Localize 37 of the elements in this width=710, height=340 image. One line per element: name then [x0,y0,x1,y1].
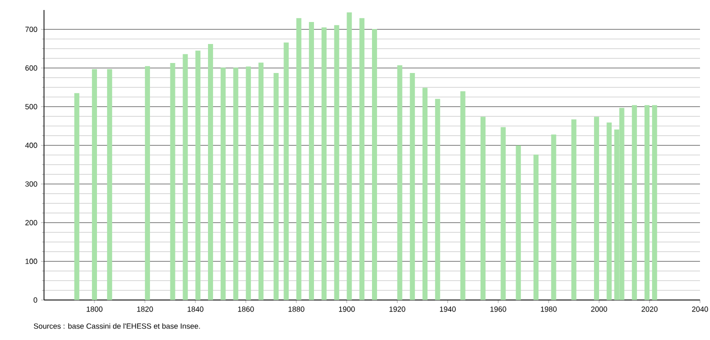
bar [397,65,402,300]
bar [422,88,428,300]
bar [372,28,378,300]
bar [334,25,340,300]
bar [284,42,289,300]
bar [308,22,314,300]
bar [594,116,600,300]
bar [533,154,539,300]
bar [551,134,556,300]
bar [208,44,214,300]
bar [274,73,279,300]
bar [322,27,327,300]
bar [182,54,188,300]
bar [516,145,521,300]
bar [107,69,112,300]
bar [480,116,486,300]
bar [410,73,415,300]
bar [233,68,238,300]
bar [346,12,352,300]
bar [296,18,302,300]
bar [652,105,658,300]
bar [632,105,637,300]
bar [500,127,506,300]
bar [435,98,440,300]
bar [460,91,466,300]
bar [144,66,150,300]
bar [571,119,576,300]
bar [644,105,650,300]
bar [606,122,612,300]
bar [220,68,226,300]
bar [170,62,176,300]
bar [74,93,80,300]
bar [258,62,264,300]
bar [359,18,364,300]
bar [246,66,251,300]
bar [92,69,97,300]
bar [195,50,200,300]
